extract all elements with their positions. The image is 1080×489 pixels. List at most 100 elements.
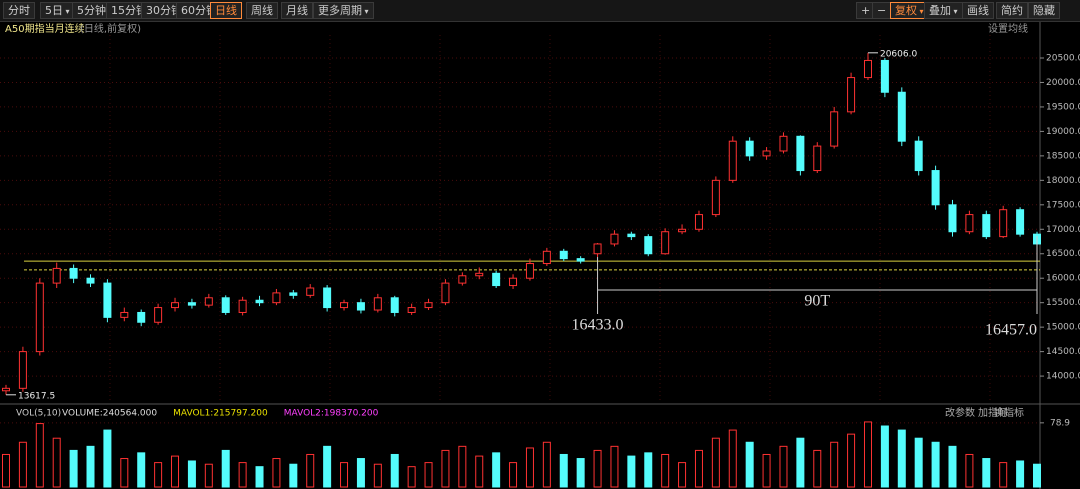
candle-body [661, 231, 670, 255]
candle-body [982, 214, 991, 238]
ma-setting[interactable]: 设置均线 [988, 22, 1028, 35]
volume-bar [120, 458, 129, 488]
candle-body [509, 277, 518, 287]
volume-bar [492, 452, 501, 488]
volume-bar [610, 445, 619, 488]
y-tick-label: 14500.0 [1046, 347, 1080, 357]
volume-bar [880, 425, 889, 488]
tool-button[interactable]: 简约 [996, 2, 1028, 19]
period-button[interactable]: 周线 [246, 2, 278, 19]
candle-body [373, 297, 382, 311]
candle-body [323, 287, 332, 309]
volume-bar [745, 441, 754, 488]
candle-body [965, 214, 974, 233]
candle-body [52, 267, 61, 284]
tool-button[interactable]: 画线 [962, 2, 994, 19]
candle-body [340, 302, 349, 309]
y-tick-label: 20000.0 [1046, 78, 1080, 88]
volume-bar [914, 437, 923, 488]
volume-bar [525, 447, 534, 488]
y-tick-label: 16000.0 [1046, 274, 1080, 284]
volume-bar [1033, 463, 1041, 488]
volume-bar [762, 453, 771, 488]
tool-button[interactable]: 隐藏 [1028, 2, 1060, 19]
volume-bar [204, 463, 213, 488]
candle-body [762, 150, 771, 157]
period-button[interactable]: 月线 [281, 2, 313, 19]
tool-button[interactable]: + [856, 2, 876, 19]
volume-bar [2, 453, 10, 488]
tool-button[interactable]: 叠加 [924, 2, 963, 19]
candle-body [407, 307, 416, 313]
volume-bar [441, 449, 450, 488]
volume-bar [711, 437, 720, 488]
candle-body [948, 204, 957, 233]
candle-body [154, 307, 163, 323]
tool-button[interactable]: − [872, 2, 892, 19]
y-tick-label: 14000.0 [1046, 372, 1080, 382]
period-button[interactable]: 5日 [40, 2, 75, 19]
candle-body [745, 140, 754, 157]
measure-label: 16433.0 [572, 317, 624, 334]
candle-body [897, 91, 906, 142]
volume-bar [272, 458, 281, 488]
volume-bar [999, 462, 1008, 488]
candle-body [475, 272, 484, 277]
candle-body [1016, 209, 1025, 235]
volume-title: VOL(5,10) [16, 409, 61, 419]
measure-label: 90T [804, 293, 830, 310]
candle-body [18, 351, 27, 389]
period-button[interactable]: 30分钟 [141, 2, 187, 19]
candle-body [644, 236, 653, 255]
indicator-button[interactable]: 换指标 [994, 406, 1024, 419]
candle-body [356, 302, 365, 311]
period-button[interactable]: 更多周期 [313, 2, 374, 19]
candle-body [69, 267, 78, 279]
volume-bar [813, 449, 822, 488]
period-button[interactable]: 15分钟 [106, 2, 152, 19]
candle-body [576, 258, 585, 262]
volume-bar [221, 449, 230, 488]
y-tick-label: 19000.0 [1046, 127, 1080, 137]
volume-bar [407, 466, 416, 488]
candle-body [458, 275, 467, 284]
candle-body [255, 299, 264, 304]
candle-body [289, 292, 298, 296]
candle-body [424, 302, 433, 309]
volume-bar [627, 455, 636, 488]
indicator-button[interactable]: 加指标 [978, 406, 1008, 419]
y-tick-label: 18500.0 [1046, 151, 1080, 161]
tool-button[interactable]: 复权 [890, 2, 929, 19]
y-tick-label: 17000.0 [1046, 225, 1080, 235]
volume-bar [830, 441, 839, 488]
candle-body [796, 135, 805, 172]
toolbar: 分时 5日 5分钟 15分钟 30分钟 60分钟 日线 周线 月线 更多周期 +… [0, 0, 1080, 22]
volume-bar [728, 429, 737, 488]
candle-body [204, 297, 213, 306]
period-button[interactable]: 日线 [210, 2, 242, 19]
volume-bar [475, 455, 484, 488]
indicator-button[interactable]: 改参数 [945, 406, 975, 419]
volume-bar [1016, 460, 1025, 488]
y-tick-label: 15000.0 [1046, 323, 1080, 333]
candle-body [441, 282, 450, 304]
volume-bar [644, 452, 653, 488]
volume-bar [847, 433, 856, 488]
candle-body [728, 140, 737, 181]
volume-bar [340, 462, 349, 488]
candle-body [847, 77, 856, 113]
candle-body [678, 228, 687, 233]
candle-body [171, 302, 180, 309]
candle-body [880, 59, 889, 93]
volume-bar [559, 453, 568, 488]
candle-body [863, 59, 872, 79]
period-button[interactable]: 分时 [3, 2, 35, 19]
candle-body [272, 292, 281, 304]
candle-body [492, 272, 501, 287]
volume-bar [931, 441, 940, 488]
candle-body [559, 250, 568, 260]
annotation-label: 13617.5 [18, 391, 55, 401]
volume-bar [289, 463, 298, 488]
candle-body [610, 233, 619, 245]
candle-body [221, 297, 230, 313]
